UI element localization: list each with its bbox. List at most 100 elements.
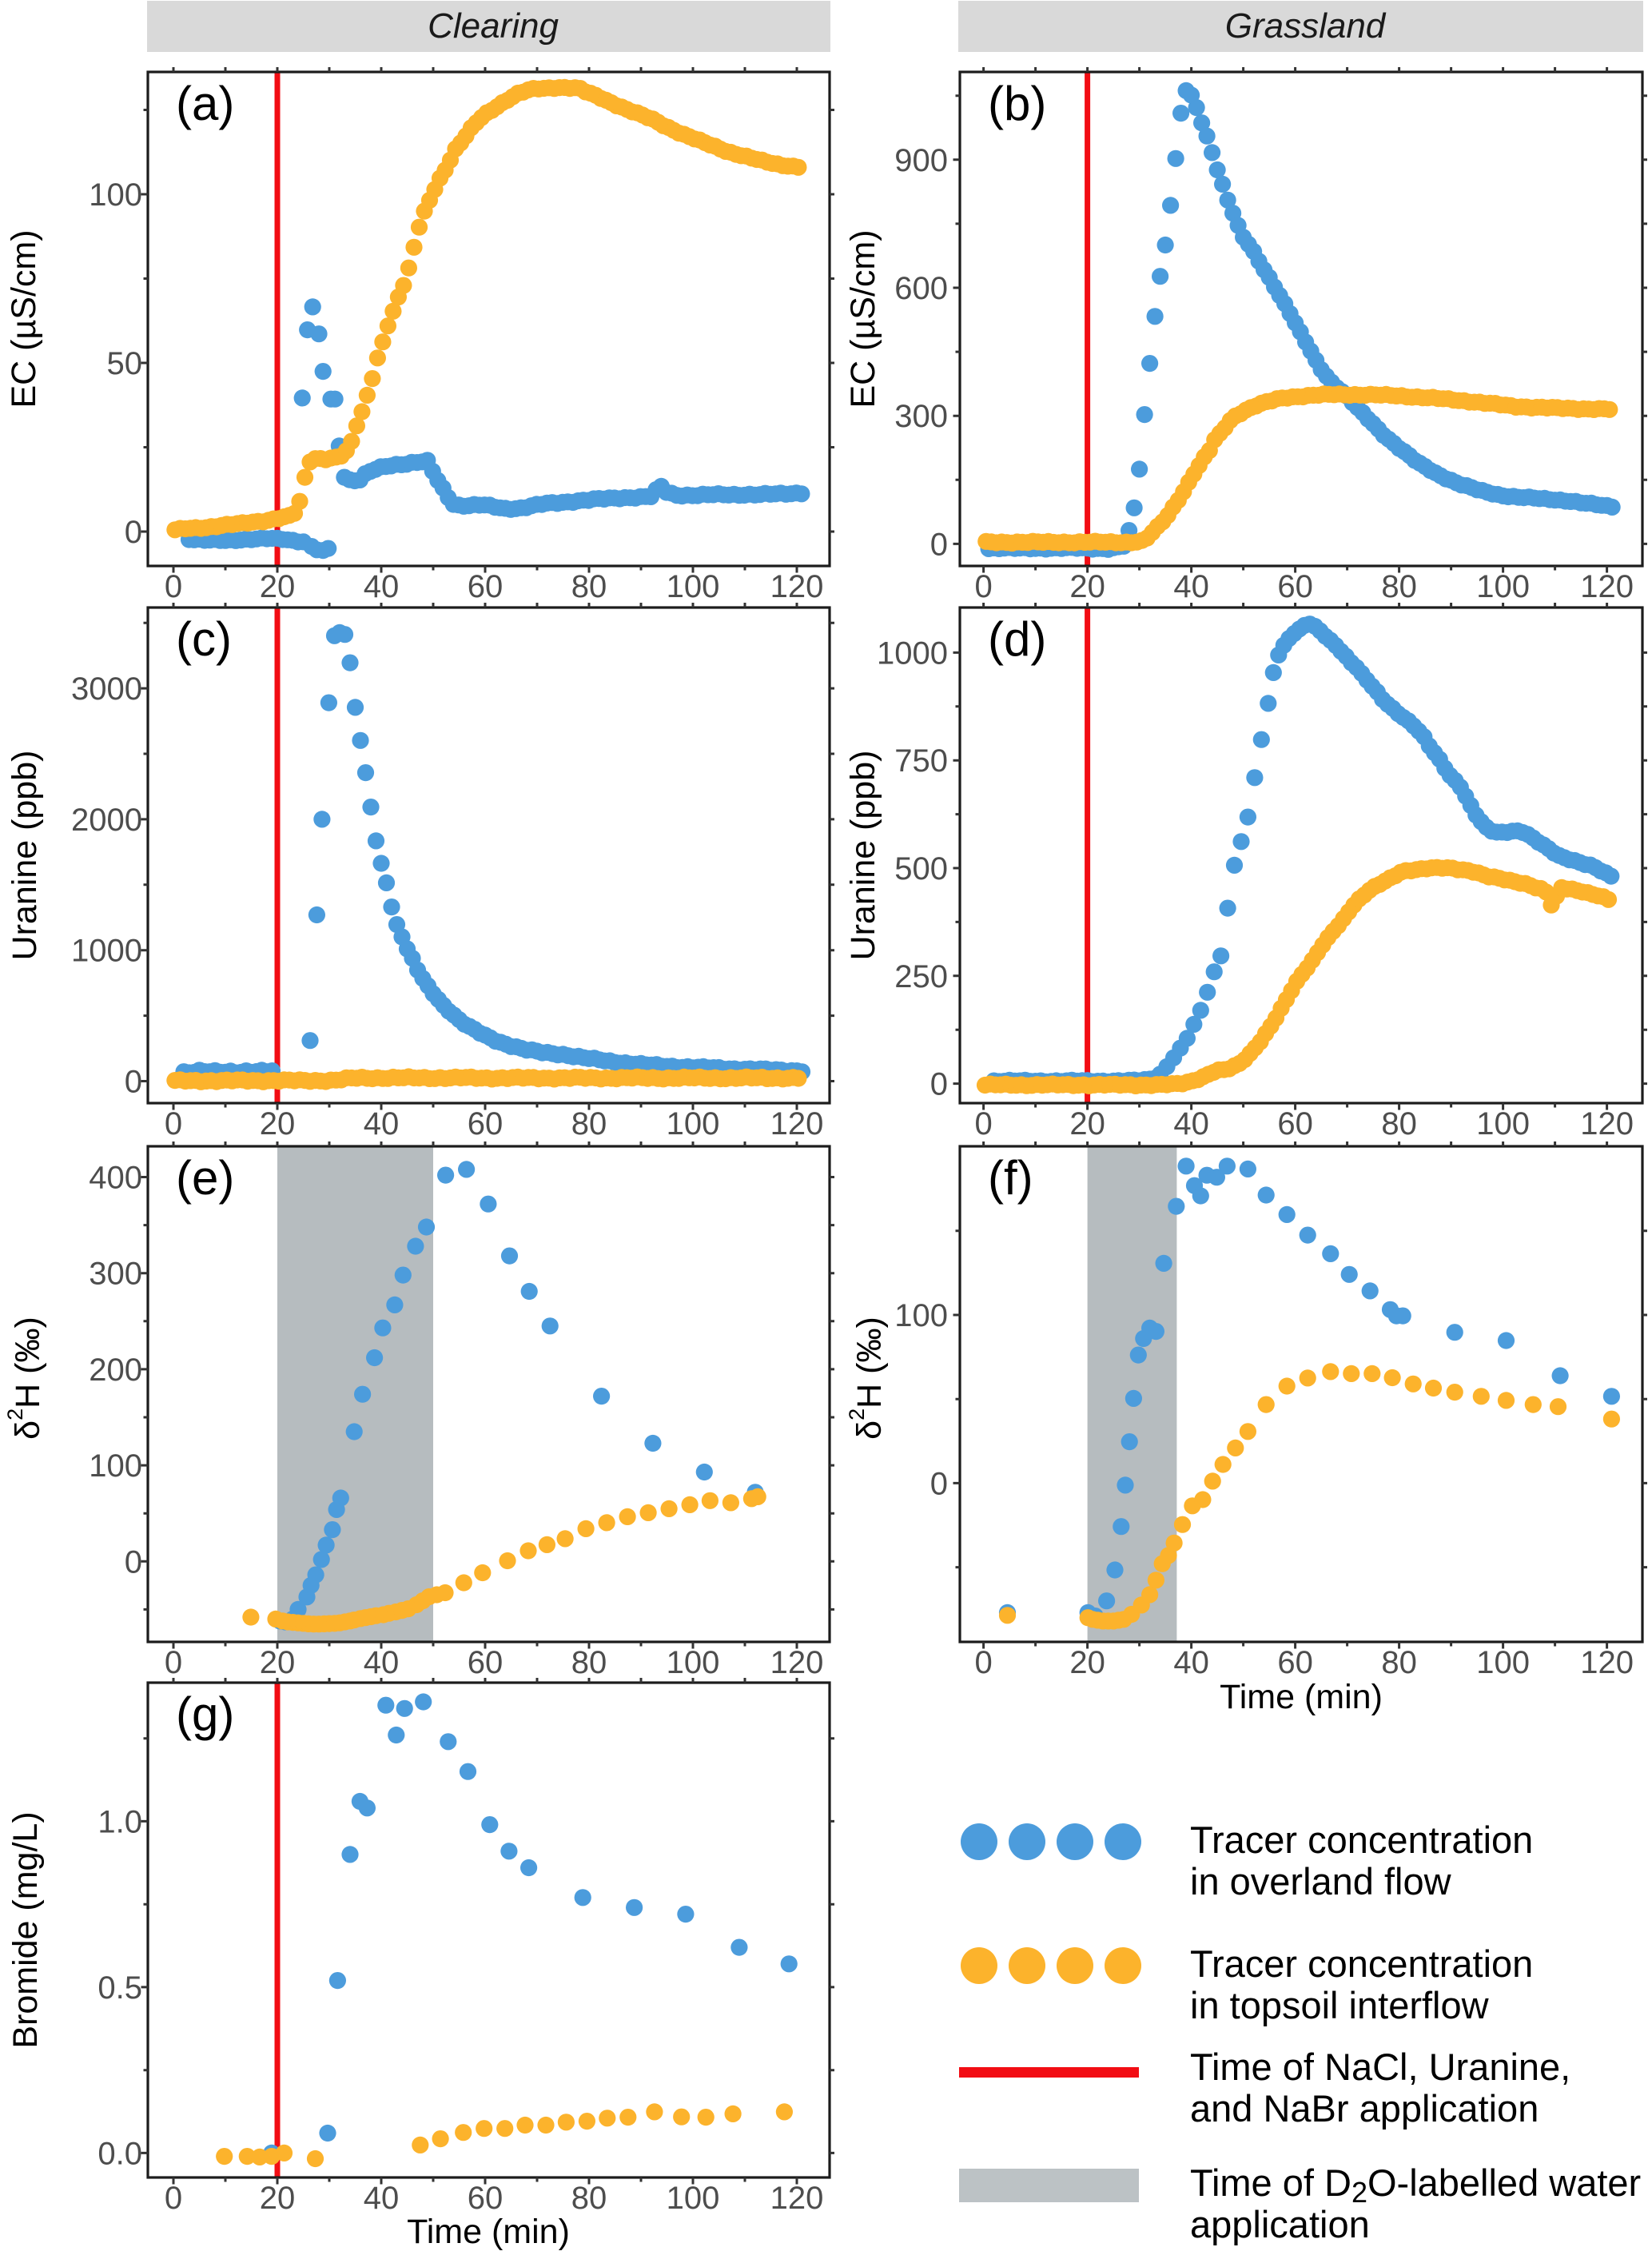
svg-text:600: 600 bbox=[894, 271, 948, 306]
svg-text:100: 100 bbox=[667, 1106, 720, 1141]
svg-text:in topsoil interflow: in topsoil interflow bbox=[1190, 1984, 1490, 2026]
svg-text:0: 0 bbox=[974, 1106, 992, 1141]
svg-text:(d): (d) bbox=[988, 612, 1046, 666]
svg-text:0: 0 bbox=[930, 1067, 948, 1102]
svg-text:3000: 3000 bbox=[71, 671, 142, 707]
svg-text:900: 900 bbox=[894, 143, 948, 178]
svg-text:δ2H (‰): δ2H (‰) bbox=[3, 1317, 47, 1440]
svg-text:0: 0 bbox=[165, 1645, 182, 1680]
svg-text:40: 40 bbox=[364, 1106, 400, 1141]
svg-text:100: 100 bbox=[1476, 569, 1530, 604]
svg-text:60: 60 bbox=[468, 1645, 504, 1680]
svg-text:200: 200 bbox=[89, 1353, 142, 1388]
svg-text:80: 80 bbox=[1381, 569, 1417, 604]
svg-text:0: 0 bbox=[930, 1466, 948, 1501]
svg-text:60: 60 bbox=[468, 569, 504, 604]
svg-text:300: 300 bbox=[894, 399, 948, 434]
svg-text:Uranine (ppb): Uranine (ppb) bbox=[844, 751, 882, 961]
svg-text:Uranine (ppb): Uranine (ppb) bbox=[6, 751, 44, 961]
svg-text:EC (µS/cm): EC (µS/cm) bbox=[844, 229, 882, 408]
svg-text:80: 80 bbox=[571, 569, 607, 604]
svg-text:100: 100 bbox=[1476, 1645, 1530, 1680]
svg-text:Clearing: Clearing bbox=[428, 6, 559, 46]
svg-text:0: 0 bbox=[125, 515, 142, 550]
svg-text:Bromide (mg/L): Bromide (mg/L) bbox=[6, 1811, 45, 2048]
svg-text:50: 50 bbox=[107, 346, 143, 381]
svg-text:0: 0 bbox=[974, 569, 992, 604]
svg-text:40: 40 bbox=[1173, 1645, 1209, 1680]
svg-text:120: 120 bbox=[770, 2181, 824, 2216]
svg-text:(b): (b) bbox=[988, 77, 1046, 130]
svg-text:80: 80 bbox=[1381, 1645, 1417, 1680]
svg-text:60: 60 bbox=[1277, 1645, 1313, 1680]
svg-text:1000: 1000 bbox=[71, 934, 142, 969]
svg-text:40: 40 bbox=[1173, 1106, 1209, 1141]
svg-text:120: 120 bbox=[770, 1645, 824, 1680]
svg-text:Tracer concentration: Tracer concentration bbox=[1190, 1819, 1533, 1861]
svg-text:Time (min): Time (min) bbox=[1220, 1678, 1383, 1716]
svg-text:2000: 2000 bbox=[71, 803, 142, 838]
svg-text:120: 120 bbox=[1580, 569, 1634, 604]
svg-text:(g): (g) bbox=[176, 1687, 234, 1741]
svg-text:20: 20 bbox=[260, 2181, 296, 2216]
svg-text:100: 100 bbox=[89, 177, 142, 213]
svg-text:60: 60 bbox=[1277, 1106, 1313, 1141]
svg-text:120: 120 bbox=[1580, 1106, 1634, 1141]
svg-text:60: 60 bbox=[468, 1106, 504, 1141]
svg-text:60: 60 bbox=[1277, 569, 1313, 604]
svg-text:and NaBr application: and NaBr application bbox=[1190, 2087, 1539, 2130]
svg-text:(a): (a) bbox=[176, 77, 234, 130]
svg-text:(c): (c) bbox=[176, 612, 232, 666]
svg-text:60: 60 bbox=[468, 2181, 504, 2216]
svg-text:1000: 1000 bbox=[877, 635, 948, 671]
svg-text:(e): (e) bbox=[176, 1151, 234, 1205]
svg-text:(f): (f) bbox=[988, 1151, 1033, 1205]
svg-text:120: 120 bbox=[770, 569, 824, 604]
svg-text:0: 0 bbox=[165, 2181, 182, 2216]
svg-text:Time of D2O-labelled water: Time of D2O-labelled water bbox=[1190, 2161, 1641, 2209]
svg-text:0: 0 bbox=[165, 1106, 182, 1141]
svg-text:120: 120 bbox=[1580, 1645, 1634, 1680]
svg-text:0: 0 bbox=[974, 1645, 992, 1680]
svg-text:Grassland: Grassland bbox=[1225, 6, 1387, 46]
svg-text:100: 100 bbox=[1476, 1106, 1530, 1141]
svg-text:500: 500 bbox=[894, 851, 948, 886]
svg-text:0.5: 0.5 bbox=[98, 1970, 142, 2006]
svg-text:120: 120 bbox=[770, 1106, 824, 1141]
svg-text:EC (µS/cm): EC (µS/cm) bbox=[5, 229, 43, 408]
svg-text:80: 80 bbox=[571, 1106, 607, 1141]
svg-text:0.0: 0.0 bbox=[98, 2136, 142, 2171]
svg-text:100: 100 bbox=[667, 2181, 720, 2216]
svg-text:in overland flow: in overland flow bbox=[1190, 1860, 1452, 1902]
svg-text:100: 100 bbox=[667, 569, 720, 604]
svg-text:Time (min): Time (min) bbox=[407, 2213, 570, 2251]
svg-text:application: application bbox=[1190, 2203, 1370, 2245]
svg-text:δ2H (‰): δ2H (‰) bbox=[845, 1317, 889, 1440]
svg-text:20: 20 bbox=[1069, 1645, 1105, 1680]
svg-text:40: 40 bbox=[364, 1645, 400, 1680]
svg-text:0: 0 bbox=[125, 1544, 142, 1580]
svg-text:100: 100 bbox=[89, 1448, 142, 1484]
svg-text:750: 750 bbox=[894, 743, 948, 779]
svg-text:100: 100 bbox=[894, 1298, 948, 1333]
svg-text:0: 0 bbox=[165, 569, 182, 604]
svg-text:80: 80 bbox=[1381, 1106, 1417, 1141]
svg-text:80: 80 bbox=[571, 2181, 607, 2216]
svg-text:40: 40 bbox=[1173, 569, 1209, 604]
svg-text:20: 20 bbox=[260, 1106, 296, 1141]
svg-text:40: 40 bbox=[364, 569, 400, 604]
svg-text:0: 0 bbox=[930, 527, 948, 562]
svg-text:20: 20 bbox=[1069, 569, 1105, 604]
svg-text:300: 300 bbox=[89, 1257, 142, 1292]
svg-text:20: 20 bbox=[260, 569, 296, 604]
svg-text:100: 100 bbox=[667, 1645, 720, 1680]
svg-text:0: 0 bbox=[125, 1065, 142, 1100]
svg-text:40: 40 bbox=[364, 2181, 400, 2216]
svg-text:80: 80 bbox=[571, 1645, 607, 1680]
svg-text:250: 250 bbox=[894, 959, 948, 994]
svg-text:1.0: 1.0 bbox=[98, 1804, 142, 1839]
svg-text:20: 20 bbox=[1069, 1106, 1105, 1141]
svg-text:400: 400 bbox=[89, 1161, 142, 1196]
svg-text:Tracer concentration: Tracer concentration bbox=[1190, 1942, 1533, 1985]
svg-text:Time of NaCl, Uranine,: Time of NaCl, Uranine, bbox=[1190, 2046, 1570, 2088]
